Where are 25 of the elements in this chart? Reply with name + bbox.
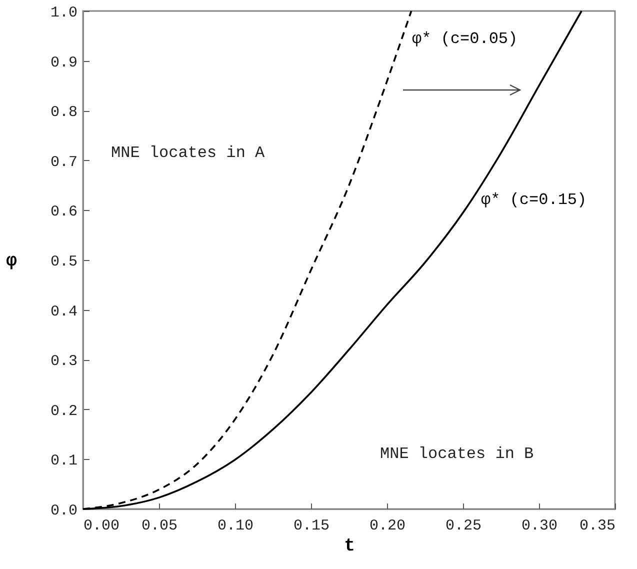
x-tick-label: 0.35 bbox=[579, 518, 616, 534]
annotation: MNE locates in A bbox=[111, 144, 266, 162]
x-tick-label: 0.00 bbox=[84, 518, 120, 534]
y-tick-label: 0.3 bbox=[50, 353, 78, 370]
y-tick-label: 1.0 bbox=[50, 4, 78, 22]
y-tick-label: 0.6 bbox=[50, 204, 78, 221]
x-tick-label: 0.10 bbox=[217, 518, 254, 534]
x-tick-label: 0.30 bbox=[521, 518, 558, 534]
y-tick-label: 0.2 bbox=[50, 402, 78, 420]
y-tick-label: 0.1 bbox=[50, 452, 78, 470]
series-label: φ* (c=0.15) bbox=[481, 191, 587, 209]
x-tick-label: 0.20 bbox=[369, 518, 406, 534]
y-tick-label: 0.5 bbox=[50, 254, 78, 270]
x-tick-label: 0.25 bbox=[445, 518, 482, 534]
y-tick-label: 0.9 bbox=[50, 54, 78, 72]
y-axis-title: φ bbox=[6, 252, 18, 272]
y-tick-label: 0.7 bbox=[50, 154, 78, 171]
x-tick-label: 0.15 bbox=[293, 518, 330, 534]
y-tick-label: 0.4 bbox=[50, 303, 78, 320]
y-tick-label: 0.8 bbox=[50, 104, 78, 122]
annotation: MNE locates in B bbox=[380, 445, 534, 463]
x-tick-label: 0.05 bbox=[141, 518, 178, 534]
x-axis-title: t bbox=[344, 536, 355, 556]
y-tick-label: 0.0 bbox=[50, 502, 78, 520]
series-label: φ* (c=0.05) bbox=[412, 30, 518, 48]
